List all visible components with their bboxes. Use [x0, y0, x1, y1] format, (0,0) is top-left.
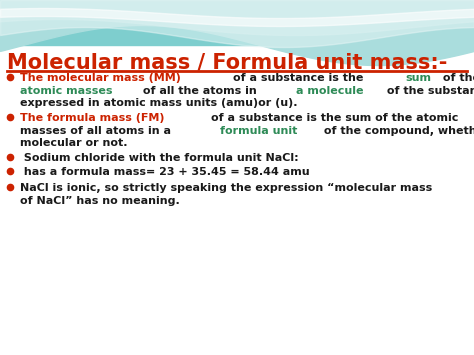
- Text: of all the atoms in: of all the atoms in: [139, 86, 261, 95]
- Text: The formula mass (FM): The formula mass (FM): [20, 113, 168, 123]
- Text: of the: of the: [439, 73, 474, 83]
- Text: NaCl is ionic, so strictly speaking the expression “molecular mass: NaCl is ionic, so strictly speaking the …: [20, 183, 432, 193]
- Text: of a substance is the sum of the atomic: of a substance is the sum of the atomic: [211, 113, 459, 123]
- Text: The molecular mass (MM): The molecular mass (MM): [20, 73, 185, 83]
- Text: molecular or not.: molecular or not.: [20, 138, 128, 148]
- Text: Sodium chloride with the formula unit NaCl:: Sodium chloride with the formula unit Na…: [20, 153, 299, 163]
- Text: has a formula mass= 23 + 35.45 = 58.44 amu: has a formula mass= 23 + 35.45 = 58.44 a…: [20, 167, 310, 177]
- Text: of the substance,: of the substance,: [383, 86, 474, 95]
- Text: of NaCl” has no meaning.: of NaCl” has no meaning.: [20, 196, 180, 206]
- Text: Molecular mass / Formula unit mass:-: Molecular mass / Formula unit mass:-: [7, 53, 447, 73]
- Text: a molecule: a molecule: [296, 86, 364, 95]
- Text: of a substance is the: of a substance is the: [233, 73, 367, 83]
- Text: masses of all atoms in a: masses of all atoms in a: [20, 126, 175, 136]
- Text: sum: sum: [406, 73, 432, 83]
- Text: formula unit: formula unit: [220, 126, 297, 136]
- Text: atomic masses: atomic masses: [20, 86, 112, 95]
- Text: of the compound, whether: of the compound, whether: [319, 126, 474, 136]
- Text: expressed in atomic mass units (amu)or (u).: expressed in atomic mass units (amu)or (…: [20, 98, 298, 108]
